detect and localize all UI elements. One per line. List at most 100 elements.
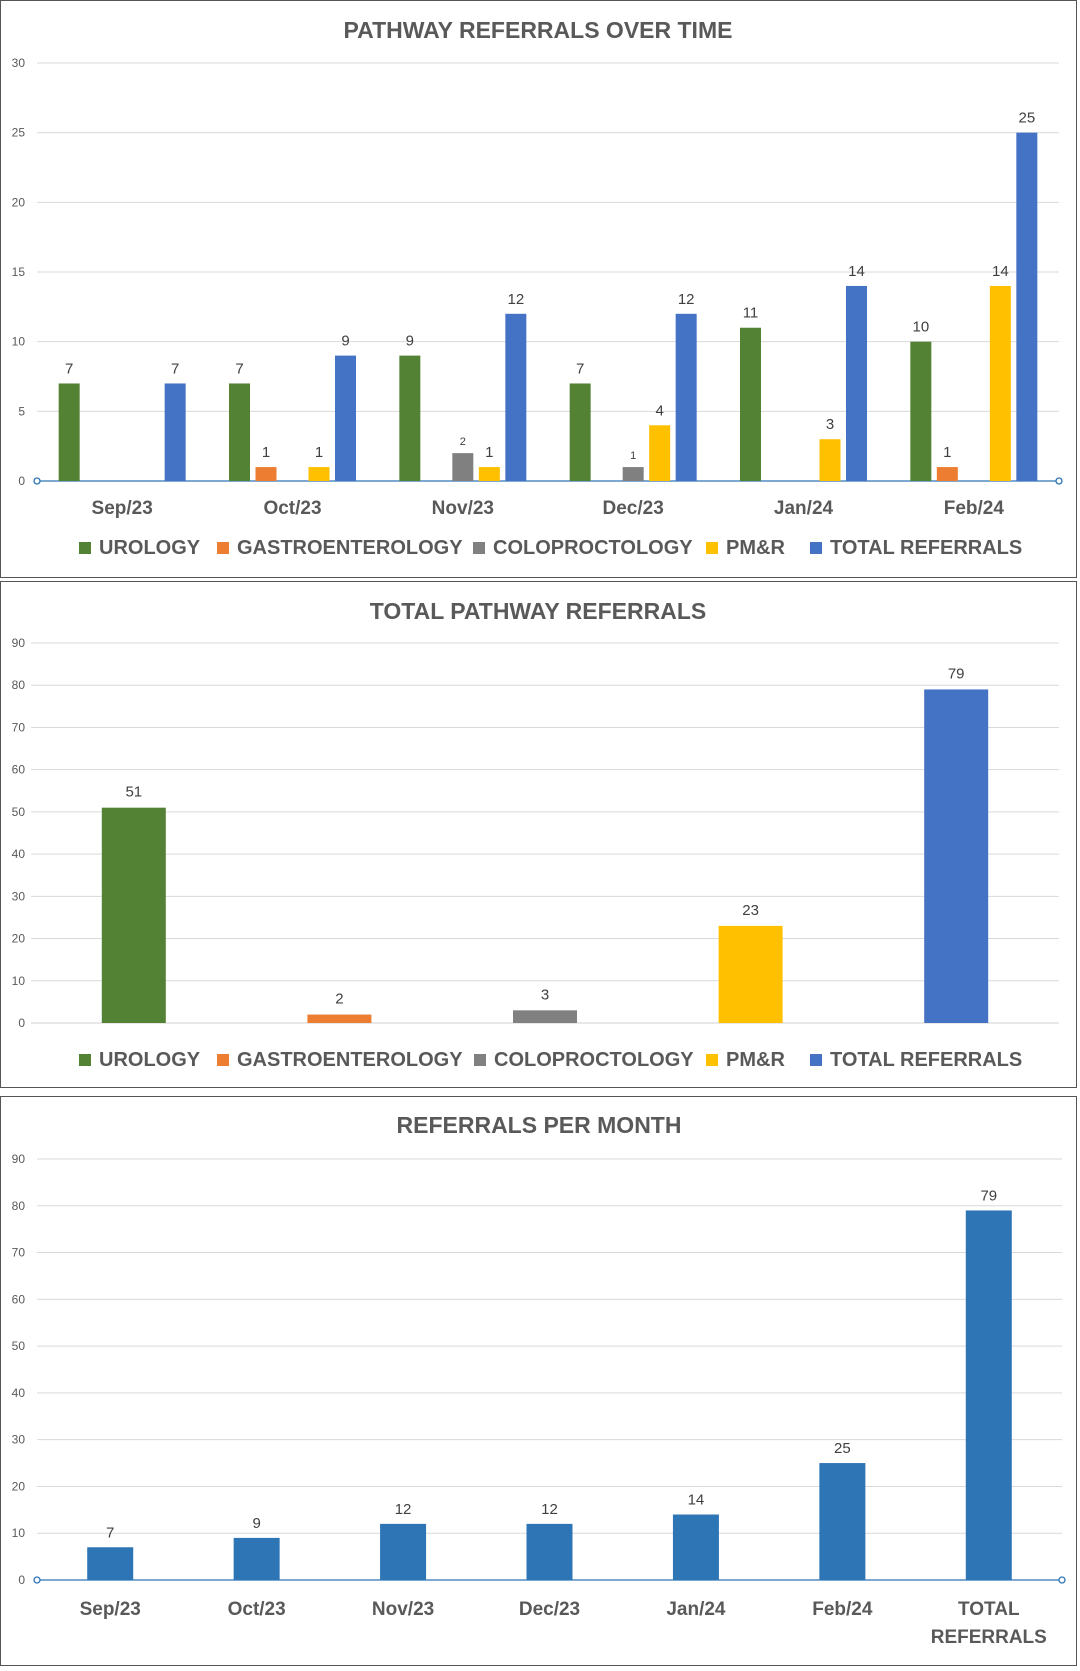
data-label: 9 (252, 1515, 260, 1532)
x-category-label: Oct/23 (263, 498, 321, 519)
legend-swatch-gastroenterology (217, 1054, 229, 1066)
data-label: 2 (460, 436, 466, 448)
data-label: 25 (834, 1440, 851, 1457)
y-tick-label: 25 (12, 126, 26, 140)
y-tick-label: 30 (12, 889, 26, 903)
legend-swatch-urology (79, 1054, 91, 1066)
x-category-label-line: TOTAL (958, 1599, 1020, 1620)
x-category-label: Sep/23 (92, 498, 153, 519)
bar-urology (569, 383, 591, 481)
data-label: 3 (541, 986, 549, 1003)
x-category-label: Jan/24 (774, 498, 834, 519)
data-label: 14 (688, 1492, 705, 1509)
bar-oct-23 (233, 1537, 280, 1580)
data-label: 12 (507, 291, 524, 308)
x-category-label: Feb/24 (812, 1599, 873, 1620)
y-tick-label: 70 (12, 720, 26, 734)
legend-label-urology: UROLOGY (99, 1049, 201, 1071)
bar-pm-r (649, 425, 671, 481)
y-tick-label: 20 (12, 195, 26, 209)
legend-label-gastroenterology: GASTROENTEROLOGY (237, 1049, 463, 1071)
legend-label-pm-r: PM&R (726, 1049, 785, 1071)
x-category-label: Dec/23 (519, 1599, 580, 1620)
x-category-label: Nov/23 (372, 1599, 434, 1620)
bar-urology (101, 807, 166, 1023)
bar-coloproctology (452, 453, 474, 481)
bar-total-referrals (924, 689, 989, 1023)
legend-label-coloproctology: COLOPROCTOLOGY (493, 537, 693, 559)
bar-urology (399, 355, 421, 481)
y-tick-label: 80 (12, 678, 26, 692)
chart-title: REFERRALS PER MONTH (397, 1112, 682, 1138)
x-category-label: Sep/23 (80, 1599, 141, 1620)
bar-gastroenterology (255, 467, 277, 481)
legend-swatch-gastroenterology (217, 542, 229, 554)
bar-gastroenterology (936, 467, 958, 481)
chart-panel-total-pathway-referrals: TOTAL PATHWAY REFERRALS 0 10 20 30 40 50 60 70 8… (0, 581, 1077, 1088)
data-label: 12 (395, 1501, 412, 1518)
chart-panel-referrals-per-month: REFERRALS PER MONTH 0 10 20 30 40 50 60 70 80 90 … (0, 1096, 1077, 1666)
data-label: 12 (678, 291, 695, 308)
data-label: 79 (980, 1187, 997, 1204)
bar-urology (740, 327, 761, 481)
data-label: 2 (335, 991, 343, 1008)
data-label: 7 (106, 1524, 114, 1541)
bar-total-referrals (1016, 132, 1038, 481)
bar-coloproctology (622, 467, 644, 481)
legend-label-pm-r: PM&R (726, 537, 785, 559)
data-label: 14 (848, 263, 865, 280)
chart-title: TOTAL PATHWAY REFERRALS (370, 598, 707, 624)
x-category-label-line: REFERRALS (931, 1627, 1047, 1648)
data-label: 23 (742, 902, 759, 919)
x-category-label: Dec/23 (603, 498, 664, 519)
legend-swatch-urology (79, 542, 91, 554)
y-tick-label: 60 (12, 1292, 26, 1306)
legend-swatch-pm-r (706, 542, 718, 554)
bar-feb-24 (819, 1463, 866, 1580)
y-tick-label: 0 (18, 474, 25, 488)
y-tick-label: 0 (18, 1016, 25, 1030)
y-tick-label: 10 (12, 1526, 26, 1540)
y-tick-label: 30 (12, 1433, 26, 1447)
chart-total-pathway-referrals: TOTAL PATHWAY REFERRALS 0 10 20 30 40 50 60 70 8… (12, 598, 1059, 1071)
data-label: 1 (262, 444, 270, 461)
bar-gastroenterology (307, 1014, 372, 1023)
x-category-label: TOTAL REFERRALS (931, 1599, 1047, 1648)
data-label: 1 (485, 444, 493, 461)
bar-nov-23 (380, 1523, 427, 1580)
bar-pm-r (478, 467, 500, 481)
axis-end-marker (1055, 477, 1063, 485)
bar-total-referrals (965, 1210, 1012, 1580)
data-label: 12 (541, 1501, 558, 1518)
legend-swatch-coloproctology (474, 1054, 486, 1066)
y-tick-label: 90 (12, 1152, 26, 1166)
data-label: 1 (943, 444, 951, 461)
data-label: 4 (655, 402, 663, 419)
legend-swatch-total-referrals (810, 1054, 822, 1066)
y-tick-label: 10 (12, 974, 26, 988)
legend-swatch-total-referrals (810, 542, 822, 554)
y-tick-label: 5 (18, 404, 25, 418)
y-tick-label: 90 (12, 636, 26, 650)
data-label: 7 (171, 360, 179, 377)
x-category-label: Feb/24 (944, 498, 1005, 519)
data-label: 9 (406, 333, 414, 350)
bar-pm-r (989, 285, 1011, 481)
legend-label-gastroenterology: GASTROENTEROLOGY (237, 537, 463, 559)
bar-total-referrals (675, 313, 697, 481)
y-tick-label: 50 (12, 1339, 26, 1353)
bar-pm-r (819, 439, 841, 481)
chart-referrals-per-month: REFERRALS PER MONTH 0102030405060708090 … (12, 1112, 1066, 1648)
bar-total-referrals (335, 355, 356, 481)
legend-label-coloproctology: COLOPROCTOLOGY (494, 1049, 694, 1071)
bar-total-referrals (164, 383, 186, 481)
chart-pathway-referrals-over-time: PATHWAY REFERRALS OVER TIME 0 5 10 15 20 25 30… (12, 17, 1063, 559)
data-label: 1 (630, 450, 636, 462)
legend-swatch-pm-r (706, 1054, 718, 1066)
bar-urology (58, 383, 80, 481)
axis-end-marker (1058, 1576, 1066, 1584)
legend-label-total-referrals: TOTAL REFERRALS (830, 1049, 1022, 1071)
bar-pm-r (718, 925, 783, 1023)
y-tick-label: 40 (12, 1386, 26, 1400)
bar-total-referrals (846, 285, 867, 481)
